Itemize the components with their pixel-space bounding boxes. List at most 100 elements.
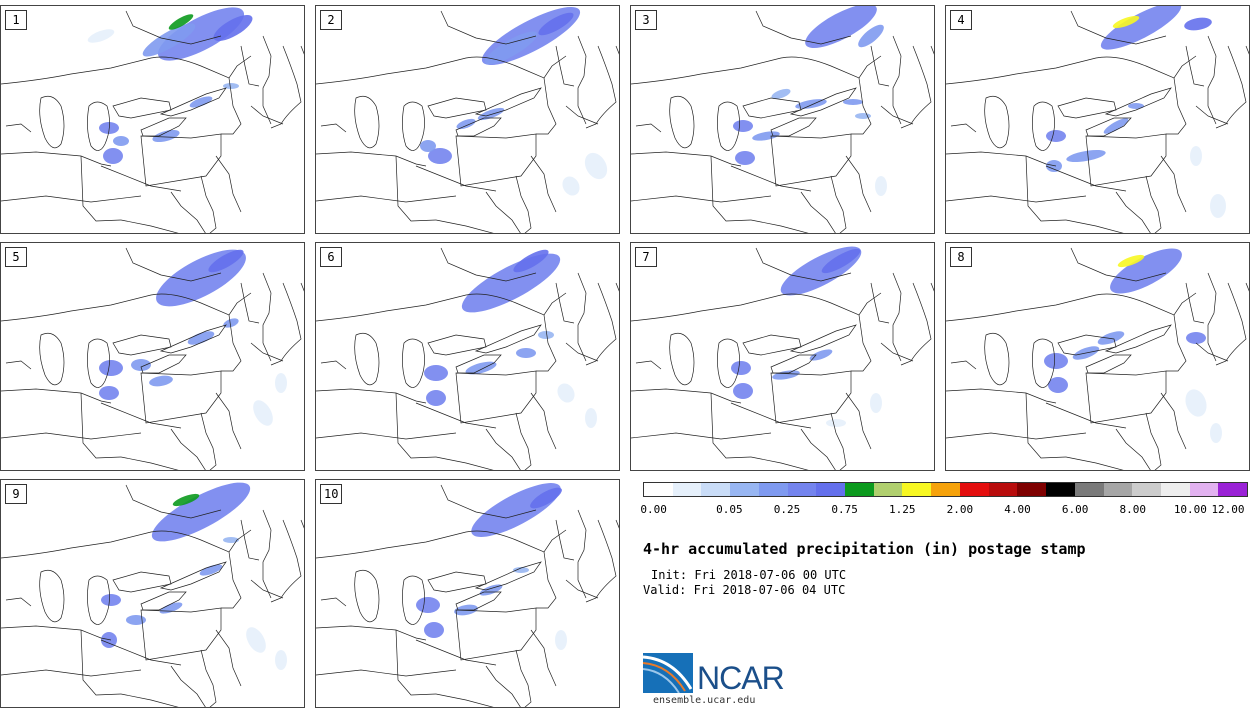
map-boundary [1195,105,1229,125]
precipitation-map [316,483,619,707]
precip-area [1185,389,1207,417]
member-number: 1 [5,10,27,30]
map-boundary [250,342,284,362]
precip-area [1210,423,1222,443]
map-boundary [880,105,914,125]
map-boundary [1,292,252,322]
map-boundary [455,370,537,424]
map-boundary [1207,35,1217,125]
map-boundary [631,55,882,85]
map-boundary [159,561,227,591]
map-boundary [830,412,847,470]
map-boundary [1057,334,1117,356]
map-boundary [39,332,65,386]
map-boundary [830,175,847,233]
ensemble-member-panel: 10 [315,479,620,708]
map-boundary [1245,45,1249,55]
tick-label: 0.75 [831,503,858,516]
map-boundary [402,338,425,388]
map-boundary [250,579,284,599]
map-boundary [427,97,487,119]
precip-area [99,360,123,376]
map-boundary [555,282,575,324]
map-boundary [485,191,521,233]
map-boundary [125,484,222,519]
precip-area [584,152,608,180]
map-boundary [1,55,252,85]
member-number: 9 [5,484,27,504]
precip-area [513,567,529,573]
map-boundary [80,392,122,459]
ncar-logo-text: NCAR [697,660,785,696]
map-boundary [851,77,872,135]
map-boundary [930,282,934,292]
map-boundary [870,282,890,324]
map-boundary [1032,101,1055,151]
map-boundary [1160,155,1187,213]
precip-area [456,118,476,130]
map-boundary [1,625,112,641]
tick-label: 4.00 [1004,503,1031,516]
precip-area [424,622,444,638]
map-boundary [770,133,852,187]
precip-area [101,594,121,606]
map-boundary [631,432,772,440]
map-boundary [1207,272,1217,362]
color-swatch [644,483,673,496]
map-boundary [354,332,380,386]
map-boundary [880,342,914,362]
precipitation-map [631,246,934,470]
precip-area [538,12,574,36]
precip-area [149,375,173,387]
map-boundary [221,77,242,135]
map-boundary [485,665,521,707]
map-boundary [474,561,542,591]
precip-area [426,390,446,406]
color-swatch [730,483,759,496]
color-swatch [1189,483,1219,496]
map-boundary [669,332,695,386]
color-swatch [816,483,846,496]
map-boundary [530,392,557,450]
map-boundary [427,334,487,356]
ensemble-member-panel: 3 [630,5,935,234]
map-boundary [120,219,179,233]
map-boundary [5,360,32,370]
precip-area [1112,15,1140,29]
tick-label: 0.00 [640,503,667,516]
map-boundary [402,101,425,151]
map-boundary [946,388,1057,404]
map-boundary [200,412,217,470]
map-boundary [1115,428,1151,470]
map-boundary [87,101,110,151]
map-boundary [159,324,227,354]
map-boundary [262,35,272,125]
map-boundary [87,338,110,388]
map-boundary [1185,282,1205,324]
map-boundary [845,392,872,450]
ensemble-member-panel: 5 [0,242,305,471]
map-boundary [631,195,772,203]
precip-area [461,253,561,313]
map-boundary [316,151,427,167]
map-boundary [5,123,32,133]
map-boundary [316,669,457,677]
map-boundary [635,123,662,133]
map-boundary [1025,392,1067,459]
precip-area [733,120,753,132]
map-boundary [455,133,537,187]
precip-area [562,176,580,196]
ensemble-site-url[interactable]: ensemble.ucar.edu [653,695,756,706]
precipitation-map [946,6,1249,233]
precip-area [142,23,196,57]
map-boundary [946,195,1087,203]
ensemble-member-panel: 2 [315,5,620,234]
map-boundary [1025,155,1067,222]
precipitation-color-scale [643,482,1248,497]
color-swatch [672,483,702,496]
map-boundary [710,155,752,222]
map-boundary [631,292,882,322]
map-boundary [316,55,567,85]
plot-title: 4-hr accumulated precipitation (in) post… [643,540,1086,558]
map-boundary [270,45,302,129]
